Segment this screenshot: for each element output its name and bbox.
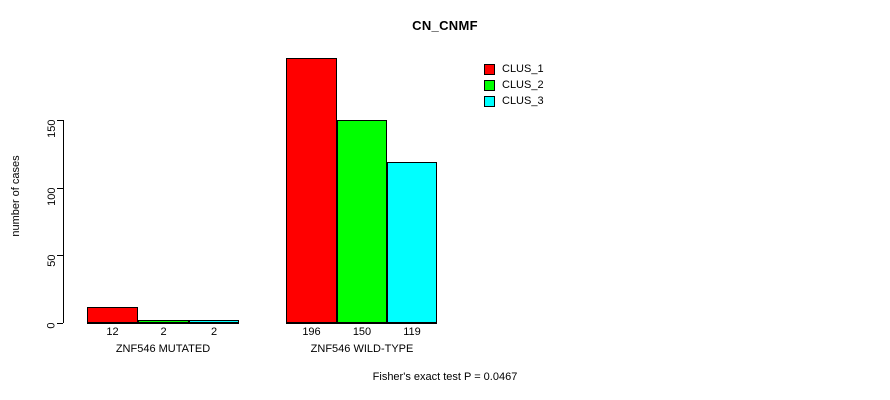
x-axis-baseline-mutated [87,323,239,324]
statistical-test-note: Fisher's exact test P = 0.0467 [372,371,518,383]
legend-label-clus2: CLUS_2 [502,79,544,91]
bar-mutated-clus3[interactable] [189,320,239,323]
bar-wildtype-clus3[interactable] [387,162,437,323]
group-label-mutated: ZNF546 MUTATED [115,343,211,355]
y-tick-label-150: 150 [45,119,58,138]
y-tick-50 [57,255,63,256]
legend-swatch-clus3-icon [484,96,495,107]
bar-mutated-clus1[interactable] [87,306,138,323]
page-title: CN_CNMF [412,18,478,33]
y-tick-0 [57,323,63,324]
legend-item-clus3[interactable]: CLUS_3 [484,94,544,109]
legend-label-clus3: CLUS_3 [502,95,544,107]
bar-wildtype-clus2[interactable] [337,120,387,323]
bar-value-label-wildtype-clus2: 150 [352,326,372,338]
bar-value-label-mutated-clus2: 2 [160,326,167,338]
bar-wildtype-clus1[interactable] [286,57,337,323]
y-tick-label-0: 0 [45,322,58,329]
bar-value-label-mutated-clus3: 2 [210,326,218,338]
y-tick-150 [57,120,63,121]
bar-value-label-wildtype-clus1: 196 [302,326,321,338]
group-label-wildtype: ZNF546 WILD-TYPE [310,343,414,355]
bar-value-label-mutated-clus1: 12 [106,326,119,338]
legend: CLUS_1 CLUS_2 CLUS_3 [484,62,544,110]
bar-mutated-clus2[interactable] [138,320,189,323]
y-axis-title: number of cases [10,155,22,237]
legend-label-clus1: CLUS_1 [502,63,544,75]
legend-item-clus1[interactable]: CLUS_1 [484,62,544,77]
y-axis-line [63,120,64,323]
legend-swatch-clus1-icon [484,64,495,75]
legend-swatch-clus2-icon [484,80,495,91]
y-tick-label-50: 50 [45,254,58,267]
x-axis-baseline-wildtype [286,323,437,324]
bar-value-label-wildtype-clus3: 119 [403,326,421,338]
y-tick-label-100: 100 [45,187,58,206]
y-tick-100 [57,188,63,189]
legend-item-clus2[interactable]: CLUS_2 [484,78,544,93]
